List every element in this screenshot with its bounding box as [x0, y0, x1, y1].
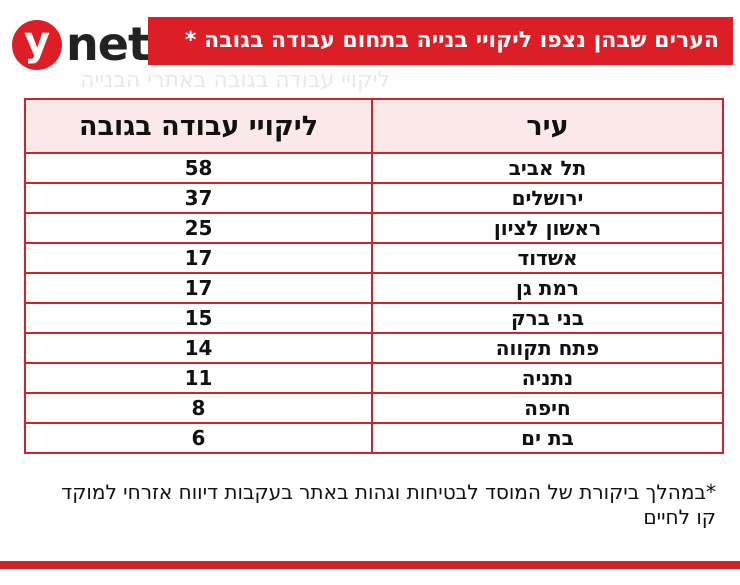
logo-text: net [66, 17, 150, 71]
value-cell: 11 [24, 362, 373, 394]
city-cell: רמת גן [371, 272, 724, 304]
value-cell: 58 [24, 152, 373, 184]
city-cell: אשדוד [371, 242, 724, 274]
table-row: אשדוד 17 [24, 242, 724, 274]
table-header-row: עיר ליקויי עבודה בגובה [24, 98, 724, 154]
city-cell: פתח תקווה [371, 332, 724, 364]
city-cell: ירושלים [371, 182, 724, 214]
value-cell: 17 [24, 242, 373, 274]
value-cell: 8 [24, 392, 373, 424]
bottom-divider [0, 561, 740, 569]
city-cell: בני ברק [371, 302, 724, 334]
value-cell: 25 [24, 212, 373, 244]
city-cell: נתניה [371, 362, 724, 394]
table-row: נתניה 11 [24, 362, 724, 394]
ynet-logo[interactable]: y net [12, 16, 150, 72]
value-cell: 37 [24, 182, 373, 214]
chart-title: הערים שבהן נצפו ליקויי בנייה בתחום עבודה… [148, 17, 733, 65]
city-cell: ראשון לציון [371, 212, 724, 244]
city-cell: בת ים [371, 422, 724, 454]
data-table: עיר ליקויי עבודה בגובה תל אביב 58 ירושלים 3… [24, 98, 724, 454]
table-row: ירושלים 37 [24, 182, 724, 214]
column-header-city: עיר [371, 98, 724, 154]
table-row: בת ים 6 [24, 422, 724, 454]
city-cell: תל אביב [371, 152, 724, 184]
value-cell: 6 [24, 422, 373, 454]
table-row: רמת גן 17 [24, 272, 724, 304]
table-body: תל אביב 58 ירושלים 37 ראשון לציון 25 אשדוד 17 רמ… [24, 152, 724, 454]
table-row: בני ברק 15 [24, 302, 724, 334]
logo-y-circle: y [12, 20, 62, 70]
table-row: ראשון לציון 25 [24, 212, 724, 244]
table-row: פתח תקווה 14 [24, 332, 724, 364]
ghost-text: ליקויי עבודה בגובה באתרי הבנייה [80, 68, 390, 93]
value-cell: 15 [24, 302, 373, 334]
footnote: *במהלך ביקורת של המוסד לבטיחות וגהות באת… [61, 480, 716, 529]
table-row: תל אביב 58 [24, 152, 724, 184]
city-cell: חיפה [371, 392, 724, 424]
value-cell: 14 [24, 332, 373, 364]
value-cell: 17 [24, 272, 373, 304]
column-header-value: ליקויי עבודה בגובה [24, 98, 373, 154]
table-row: חיפה 8 [24, 392, 724, 424]
